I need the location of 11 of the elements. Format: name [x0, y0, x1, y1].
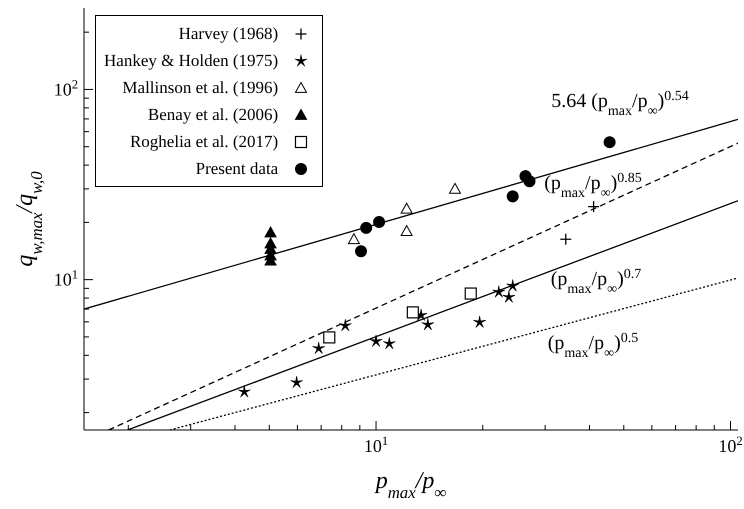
legend-label: Benay et al. (2006) [148, 104, 278, 126]
legend-label: Mallinson et al. (1996) [122, 77, 278, 99]
annotation: 5.64 (p$_{max}$/p$_{∞}$)$^{0.54}$ [551, 88, 689, 118]
legend-label: Harvey (1968) [178, 23, 278, 45]
legend-label: Hankey & Holden (1975) [104, 50, 278, 72]
x-axis-title: p$_{max}$/p$_{∞}$ [374, 468, 446, 502]
annotation: (p$_{max}$/p$_{∞}$)$^{0.85}$ [544, 170, 642, 200]
annotation: (p$_{max}$/p$_{∞}$)$^{0.5}$ [548, 330, 638, 360]
legend-label: Present data [196, 158, 278, 180]
annotation: (p$_{max}$/p$_{∞}$)$^{0.7}$ [550, 266, 642, 296]
legend-label: Roghelia et al. (2017) [130, 131, 278, 153]
